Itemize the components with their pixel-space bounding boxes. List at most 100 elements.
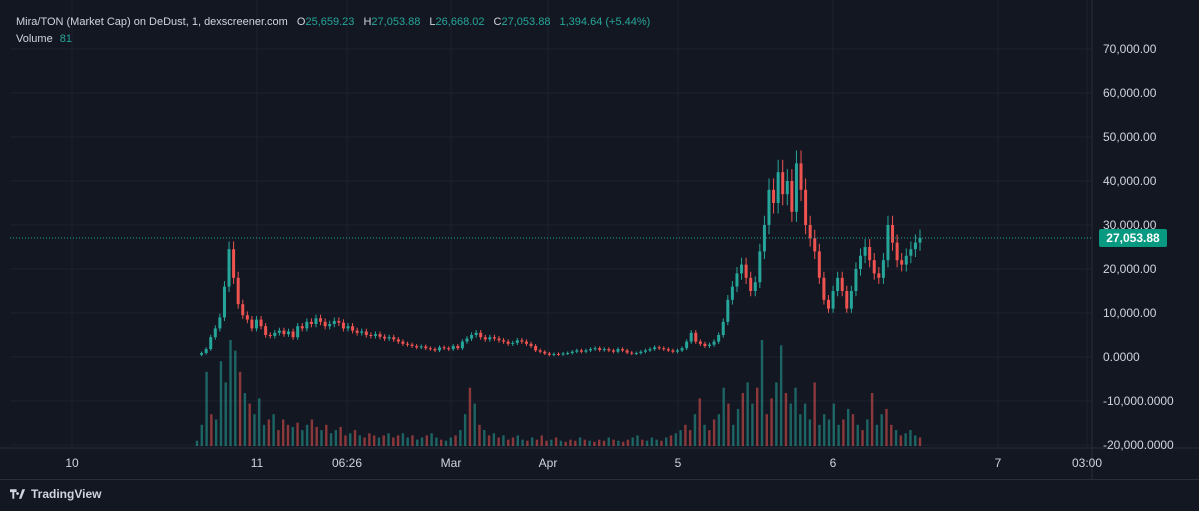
y-tick-label: 50,000.00 bbox=[1103, 130, 1157, 144]
volume-bar bbox=[746, 382, 749, 446]
candle-body bbox=[744, 264, 748, 278]
volume-bar bbox=[909, 430, 912, 446]
volume-bar bbox=[894, 430, 898, 446]
candle-body bbox=[319, 318, 323, 322]
volume-bar bbox=[765, 414, 768, 446]
candle-body bbox=[872, 260, 876, 274]
volume-bar bbox=[602, 440, 606, 446]
candle-body bbox=[845, 291, 849, 309]
volume-bar bbox=[554, 437, 558, 446]
volume-bar bbox=[281, 419, 285, 446]
candle-body bbox=[277, 330, 281, 333]
candle-body bbox=[689, 332, 693, 342]
candle-body bbox=[904, 255, 908, 265]
volume-bar bbox=[210, 414, 213, 446]
candle-body bbox=[891, 225, 895, 243]
tradingview-brand[interactable]: TradingView bbox=[10, 487, 101, 501]
volume-bar bbox=[574, 440, 577, 446]
volume-bar bbox=[684, 424, 687, 446]
volume-bar bbox=[564, 441, 567, 446]
brand-name: TradingView bbox=[31, 487, 102, 501]
volume-bar bbox=[516, 435, 520, 446]
candle-body bbox=[534, 346, 538, 351]
candle-body bbox=[506, 341, 510, 344]
volume-bar bbox=[569, 439, 572, 446]
candle-body bbox=[341, 322, 345, 329]
volume-bar bbox=[214, 419, 218, 446]
candle-body bbox=[868, 247, 872, 261]
price-axis[interactable]: 70,000.00 60,000.00 50,000.00 40,000.00 30,0… bbox=[1103, 42, 1174, 452]
candle-body bbox=[259, 319, 263, 327]
candle-body bbox=[749, 277, 753, 291]
volume-bar bbox=[267, 419, 271, 446]
volume-bar bbox=[511, 437, 515, 446]
candle-body bbox=[204, 349, 208, 354]
volume-bar bbox=[688, 430, 692, 446]
candle-body bbox=[543, 351, 547, 354]
legend-volume-row[interactable]: Volume 81 bbox=[16, 31, 650, 48]
candle-body bbox=[332, 320, 336, 324]
volume-bar bbox=[454, 435, 457, 446]
candle-body bbox=[785, 181, 789, 195]
candle-body bbox=[730, 286, 734, 300]
candle-body bbox=[621, 349, 625, 351]
candle-body bbox=[611, 350, 615, 352]
candle-body bbox=[607, 349, 611, 351]
volume-bar bbox=[698, 398, 701, 446]
volume-bar bbox=[439, 439, 443, 446]
candle-body bbox=[433, 349, 437, 351]
volume-bar bbox=[277, 430, 280, 446]
volume-bar bbox=[497, 437, 500, 446]
volume-bar bbox=[382, 435, 385, 446]
volume-bar bbox=[301, 430, 304, 446]
y-tick-label: 70,000.00 bbox=[1103, 42, 1157, 56]
volume-bar bbox=[612, 439, 615, 446]
candle-body bbox=[364, 331, 368, 335]
volume-bar bbox=[449, 437, 452, 446]
volume-bar bbox=[325, 424, 328, 446]
volume-bar bbox=[349, 433, 352, 446]
chart-canvas[interactable]: 70,000.00 60,000.00 50,000.00 40,000.00 30,0… bbox=[0, 0, 1199, 479]
volume-bar bbox=[832, 403, 836, 446]
candle-body bbox=[355, 330, 359, 333]
volume-bar bbox=[540, 435, 543, 446]
volume-bar bbox=[593, 441, 596, 446]
legend-ohlc-row[interactable]: Mira/TON (Market Cap) on DeDust, 1, dexs… bbox=[16, 14, 650, 31]
volume-bar bbox=[234, 350, 237, 446]
candle-body bbox=[383, 336, 387, 339]
candle-body bbox=[410, 344, 414, 346]
volume-bar bbox=[736, 408, 740, 446]
candle-body bbox=[314, 318, 318, 324]
candle-body bbox=[602, 349, 606, 351]
candle-body bbox=[758, 251, 762, 283]
candle-body bbox=[488, 337, 492, 340]
candle-body bbox=[895, 242, 899, 261]
volume-bar bbox=[631, 437, 634, 446]
candle-body bbox=[675, 350, 679, 352]
candle-body bbox=[703, 343, 707, 346]
candle-body bbox=[575, 350, 579, 352]
volume-bars bbox=[195, 340, 922, 446]
candle-body bbox=[213, 328, 217, 338]
volume-bar bbox=[741, 393, 745, 446]
candle-body bbox=[584, 350, 588, 352]
volume-bar bbox=[530, 437, 534, 446]
volume-bar bbox=[430, 433, 433, 446]
volume-bar bbox=[890, 424, 893, 446]
volume-bar bbox=[406, 437, 409, 446]
legend-high-value: 27,053.88 bbox=[371, 16, 421, 28]
volume-bar bbox=[626, 439, 630, 446]
candle-body bbox=[776, 172, 780, 203]
volume-bar bbox=[578, 437, 582, 446]
volume-bar bbox=[535, 439, 539, 446]
time-axis[interactable]: 10 11 06:26 Mar Apr 5 6 7 03:00 bbox=[65, 456, 1102, 470]
candle-body bbox=[854, 269, 858, 291]
volume-bar bbox=[727, 403, 730, 446]
y-tick-label: 0.0000 bbox=[1103, 350, 1140, 364]
volume-bar bbox=[334, 430, 338, 446]
candle-body bbox=[698, 341, 702, 344]
volume-bar bbox=[875, 424, 879, 446]
candle-body bbox=[653, 347, 657, 350]
y-tick-label: 10,000.00 bbox=[1103, 306, 1157, 320]
